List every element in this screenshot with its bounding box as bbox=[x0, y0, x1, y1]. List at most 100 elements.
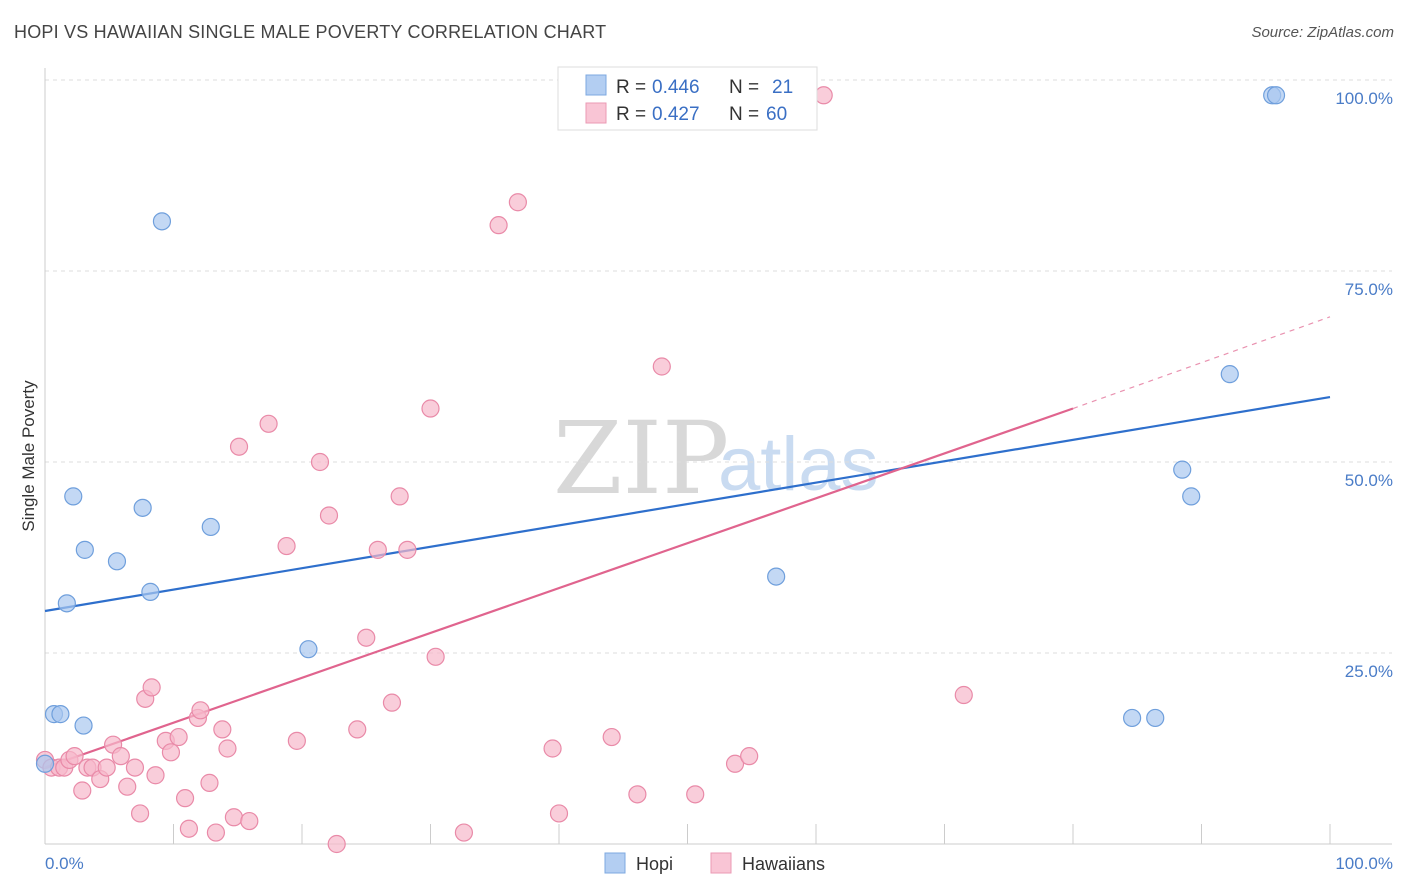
y-tick-labels: 25.0% 50.0% 75.0% 100.0% bbox=[1335, 89, 1393, 681]
point-hopi-20 bbox=[1266, 86, 1286, 105]
legend-r-label-hopi: R = bbox=[616, 77, 646, 98]
point-hawaiians-47 bbox=[454, 823, 474, 842]
legend-swatch-hopi bbox=[585, 74, 607, 96]
trend-line-extension-hawaiians bbox=[1072, 316, 1331, 410]
bottom-legend-swatch-hawaiians bbox=[710, 852, 732, 874]
point-hopi-7 bbox=[107, 552, 127, 571]
point-hawaiians-6 bbox=[73, 781, 92, 800]
point-hawaiians-39 bbox=[348, 720, 367, 739]
point-hopi-5 bbox=[74, 716, 93, 735]
point-hawaiians-21 bbox=[169, 727, 188, 747]
point-hopi-9 bbox=[141, 582, 160, 601]
point-hawaiians-25 bbox=[191, 701, 210, 720]
x-tick-label-max: 100.0% bbox=[1335, 854, 1393, 873]
legend-swatch-hawaiians bbox=[585, 102, 607, 124]
point-hopi-6 bbox=[75, 540, 94, 559]
point-hawaiians-12 bbox=[111, 747, 130, 766]
point-hawaiians-38 bbox=[327, 834, 346, 854]
bottom-legend-label-hawaiians: Hawaiians bbox=[742, 854, 825, 874]
point-hawaiians-27 bbox=[206, 823, 226, 842]
point-hawaiians-54 bbox=[652, 357, 671, 376]
point-hawaiians-56 bbox=[725, 754, 745, 773]
point-hawaiians-55 bbox=[686, 785, 705, 804]
point-hawaiians-53 bbox=[628, 785, 647, 804]
bottom-legend-label-hopi: Hopi bbox=[636, 854, 673, 874]
watermark-atlas: atlas bbox=[718, 422, 879, 507]
point-hopi-13 bbox=[767, 567, 786, 586]
point-hopi-10 bbox=[152, 212, 172, 231]
point-hawaiians-17 bbox=[142, 678, 161, 697]
y-axis-title: Single Male Poverty bbox=[19, 380, 38, 532]
point-hawaiians-42 bbox=[382, 693, 402, 712]
bottom-legend-swatch-hopi bbox=[604, 852, 626, 874]
point-hopi-3 bbox=[57, 594, 76, 613]
point-hawaiians-15 bbox=[130, 804, 150, 823]
point-hawaiians-23 bbox=[179, 819, 199, 838]
point-hawaiians-31 bbox=[229, 437, 249, 456]
point-hopi-12 bbox=[299, 640, 318, 659]
legend-r-label-hawaiians: R = bbox=[616, 104, 646, 125]
point-hawaiians-58 bbox=[814, 86, 833, 105]
y-tick-label-100: 100.0% bbox=[1335, 89, 1393, 108]
point-hawaiians-33 bbox=[259, 414, 278, 433]
point-hopi-17 bbox=[1182, 487, 1201, 506]
point-hawaiians-43 bbox=[390, 487, 409, 506]
legend-n-value-hawaiians: 60 bbox=[766, 104, 787, 125]
point-hawaiians-10 bbox=[97, 758, 116, 777]
point-hawaiians-50 bbox=[543, 739, 562, 758]
trend-lines bbox=[44, 316, 1331, 769]
point-hawaiians-28 bbox=[213, 720, 232, 739]
x-tick-label-min: 0.0% bbox=[45, 854, 84, 873]
point-hopi-8 bbox=[133, 498, 152, 517]
point-hopi-14 bbox=[1123, 708, 1142, 728]
legend-n-label-hopi: N = bbox=[729, 77, 759, 98]
point-hawaiians-30 bbox=[224, 808, 243, 827]
point-hawaiians-51 bbox=[549, 804, 569, 823]
point-hawaiians-48 bbox=[489, 216, 508, 235]
point-hawaiians-40 bbox=[357, 628, 376, 647]
point-hopi-18 bbox=[1220, 365, 1239, 384]
legend-n-value-hopi: 21 bbox=[772, 77, 793, 98]
y-tick-label-75: 75.0% bbox=[1345, 280, 1393, 299]
source-label: Source: ZipAtlas.com bbox=[1251, 24, 1394, 41]
point-hawaiians-37 bbox=[319, 506, 339, 525]
point-hawaiians-22 bbox=[175, 789, 195, 808]
trend-line-hopi bbox=[44, 395, 1331, 613]
y-tick-label-50: 50.0% bbox=[1345, 471, 1393, 490]
data-points bbox=[35, 86, 1286, 854]
point-hawaiians-36 bbox=[310, 452, 330, 472]
watermark-zip: ZIP bbox=[553, 400, 729, 517]
point-hawaiians-18 bbox=[146, 766, 165, 785]
point-hawaiians-14 bbox=[125, 758, 145, 777]
point-hawaiians-13 bbox=[118, 777, 137, 796]
point-hawaiians-49 bbox=[508, 193, 527, 212]
point-hawaiians-46 bbox=[426, 647, 445, 666]
point-hopi-16 bbox=[1173, 460, 1192, 479]
trend-line-hawaiians bbox=[44, 407, 1074, 769]
point-hopi-2 bbox=[51, 705, 70, 724]
legend-r-value-hawaiians: 0.427 bbox=[652, 104, 700, 125]
legend: R = 0.446 N = 21 R = 0.427 N = 60 bbox=[557, 66, 818, 131]
x-tick-labels: 0.0% 100.0% bbox=[45, 854, 1393, 873]
point-hawaiians-32 bbox=[240, 811, 259, 831]
legend-n-label-hawaiians: N = bbox=[729, 104, 759, 125]
point-hopi-15 bbox=[1146, 708, 1165, 728]
point-hopi-4 bbox=[64, 487, 83, 506]
y-tick-label-25: 25.0% bbox=[1345, 662, 1393, 681]
point-hawaiians-5 bbox=[65, 747, 84, 766]
chart-title: HOPI VS HAWAIIAN SINGLE MALE POVERTY COR… bbox=[14, 22, 607, 42]
point-hawaiians-52 bbox=[602, 727, 621, 747]
point-hopi-0 bbox=[35, 754, 55, 773]
legend-r-value-hopi: 0.446 bbox=[652, 77, 700, 98]
point-hawaiians-35 bbox=[287, 731, 306, 750]
watermark: ZIP atlas bbox=[553, 400, 879, 517]
point-hawaiians-29 bbox=[218, 739, 237, 758]
bottom-legend: Hopi Hawaiians bbox=[604, 852, 825, 874]
point-hawaiians-20 bbox=[161, 743, 181, 762]
point-hawaiians-41 bbox=[368, 540, 387, 559]
point-hawaiians-44 bbox=[398, 540, 417, 559]
point-hawaiians-34 bbox=[277, 536, 296, 556]
point-hawaiians-57 bbox=[740, 747, 759, 766]
point-hawaiians-59 bbox=[954, 685, 973, 705]
